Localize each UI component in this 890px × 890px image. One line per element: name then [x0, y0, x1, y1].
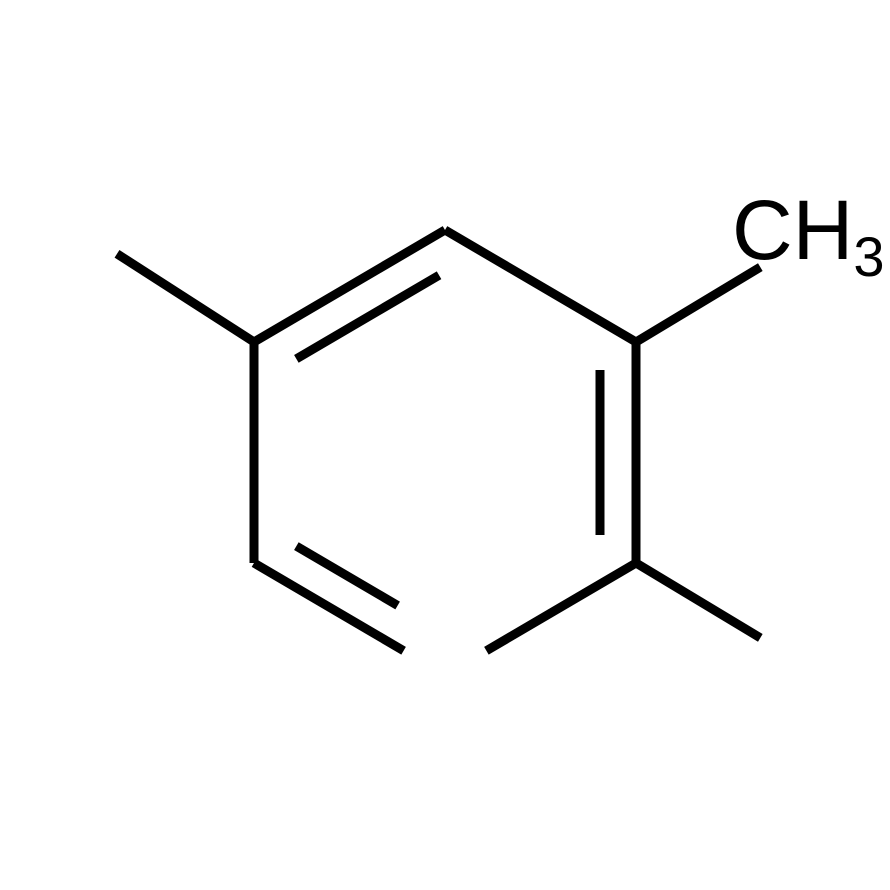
atom-label-ch3: CH3 — [732, 183, 884, 288]
molecule-diagram: CH3 — [0, 0, 890, 890]
